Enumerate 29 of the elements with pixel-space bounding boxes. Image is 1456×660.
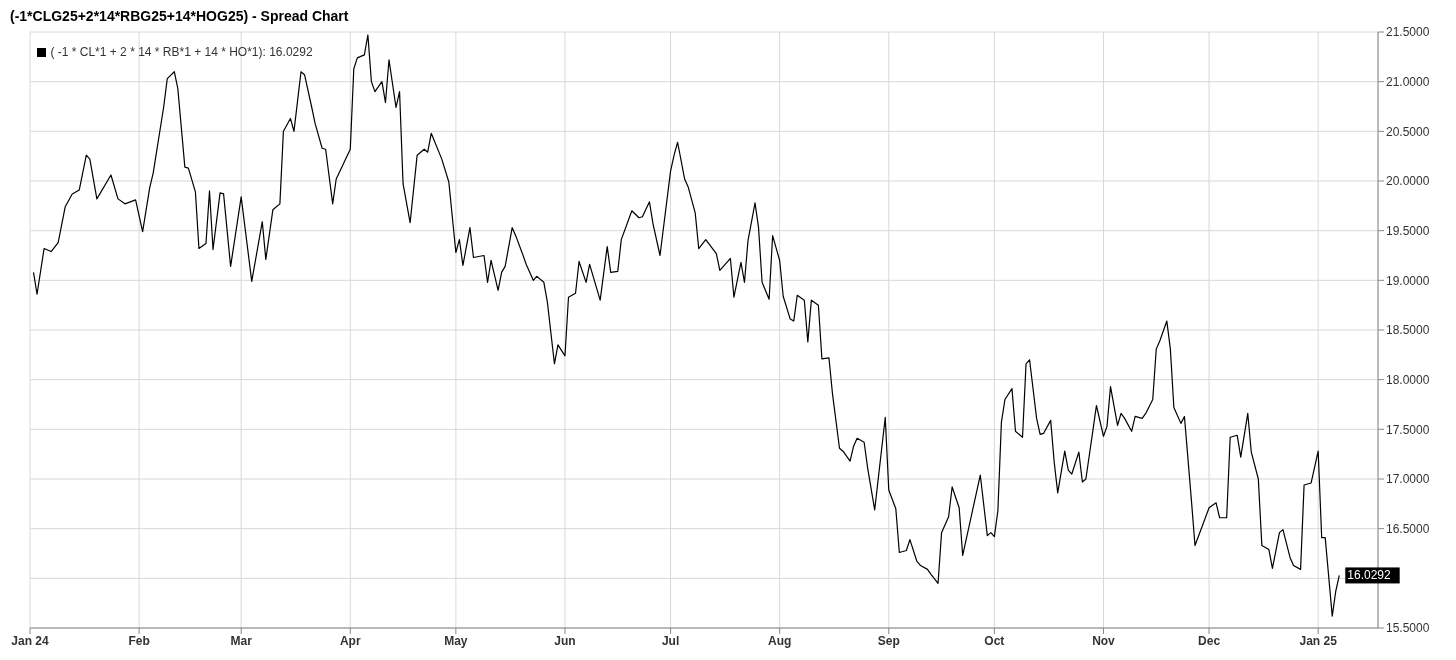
legend-label: ( -1 * CL*1 + 2 * 14 * RB*1 + 14 * HO*1): 16.0292 [50,45,313,59]
line-series [32,34,1340,617]
x-tick-label: May [444,633,468,648]
x-tick-label: Oct [984,633,1005,648]
y-tick-label: 18.0000 [1386,372,1430,387]
y-tick-label: 19.0000 [1386,273,1430,288]
y-tick-label: 16.5000 [1386,521,1430,536]
x-tick-label: Mar [230,633,253,648]
y-tick-label: 21.0000 [1386,74,1430,89]
x-tick-label: Dec [1198,633,1221,648]
x-tick-label: Sep [877,633,900,648]
x-tick-label: Nov [1092,633,1116,648]
x-tick-label: Jan 24 [11,633,50,648]
y-tick-label: 18.5000 [1386,323,1430,338]
x-tick-label: Jun [554,633,576,648]
y-tick-label: 17.0000 [1386,472,1430,487]
y-tick-label: 20.0000 [1386,174,1430,189]
data-label: 16.0292 [1347,568,1391,583]
x-tick-label: Jan 25 [1299,633,1338,648]
x-tick-label: Feb [128,633,150,648]
y-tick-label: 21.5000 [1386,25,1430,40]
y-tick-label: 17.5000 [1386,422,1430,437]
y-tick-label: 15.5000 [1386,621,1430,636]
y-tick-label: 20.5000 [1386,124,1430,139]
x-tick-label: Jul [661,633,680,648]
x-tick-label: Apr [339,633,361,648]
y-tick-label: 19.5000 [1386,223,1430,238]
chart-title: (-1*CLG25+2*14*RBG25+14*HOG25) - Spread Chart [9,8,350,26]
x-tick-label: Aug [768,633,792,648]
